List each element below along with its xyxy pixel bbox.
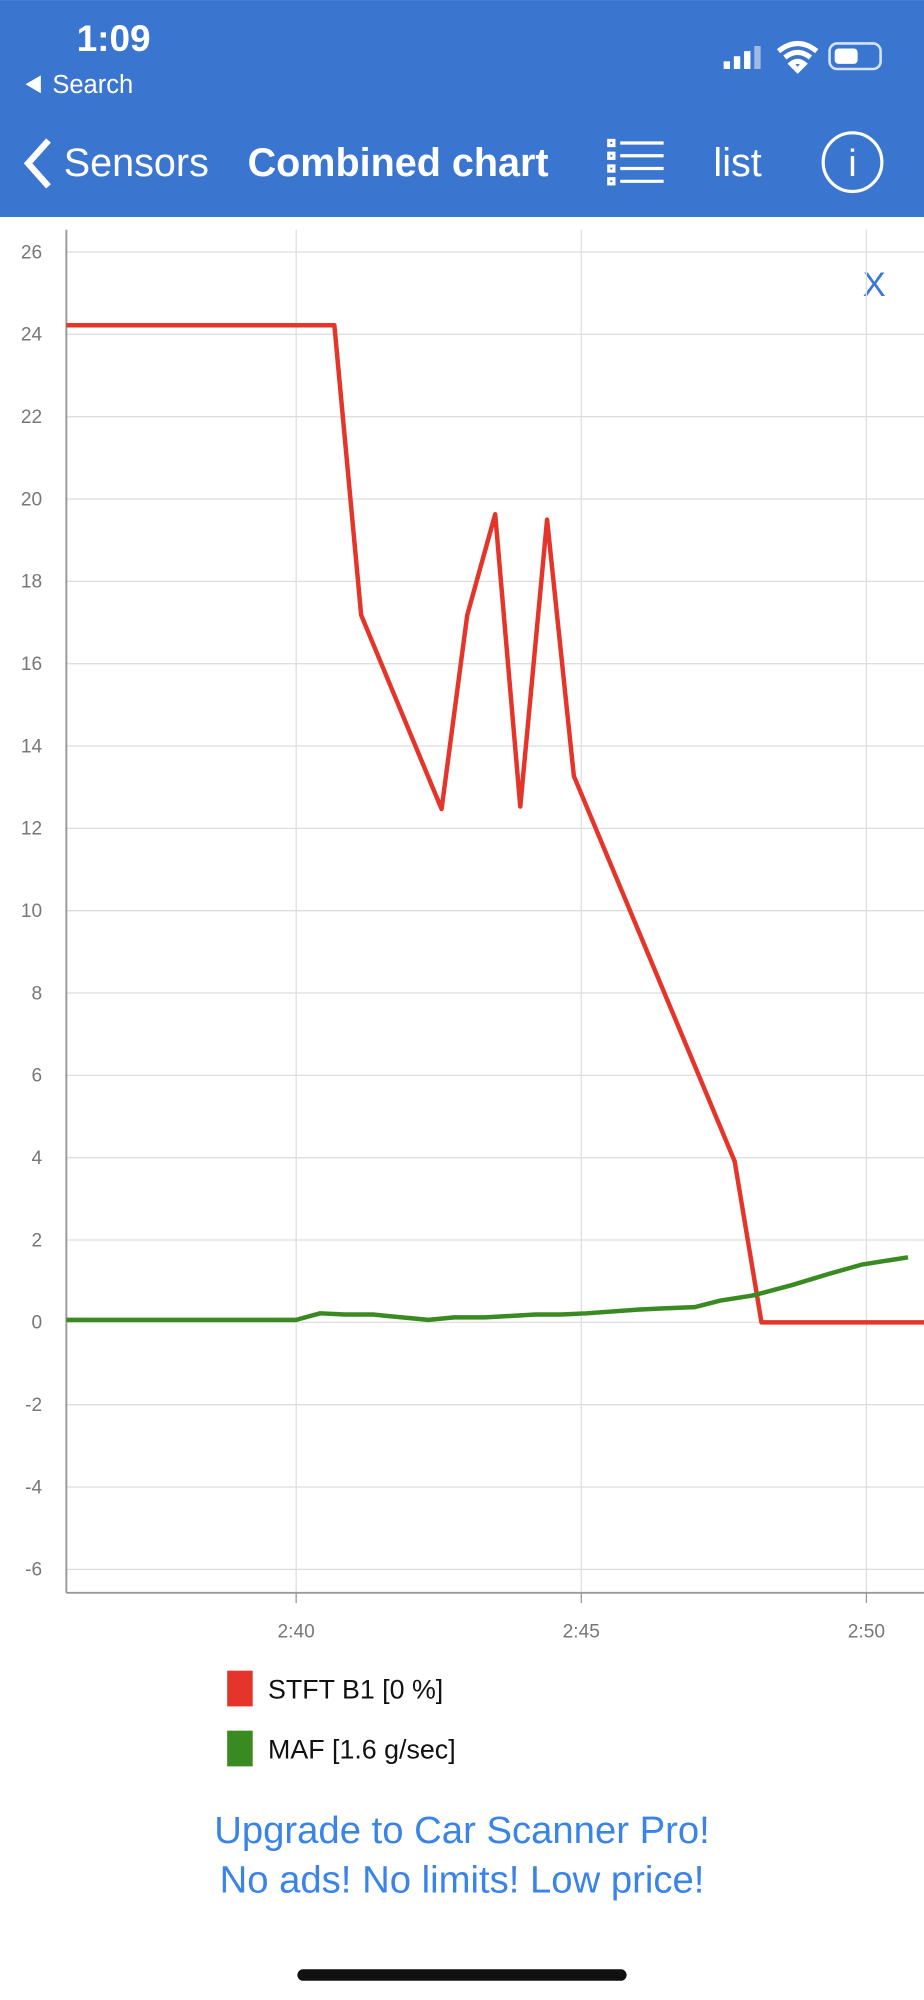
- info-icon: i: [848, 142, 857, 185]
- y-tick-label: 14: [21, 736, 43, 757]
- y-tick-label: 8: [31, 983, 42, 1004]
- legend-label: STFT B1 [0 %]: [268, 1675, 443, 1705]
- battery-level: [834, 48, 858, 64]
- nav-title: Combined chart: [248, 141, 549, 185]
- y-tick-label: 24: [21, 325, 43, 346]
- back-chevron[interactable]: [23, 138, 51, 189]
- wifi-icon: [776, 40, 819, 74]
- promo-line[interactable]: No ads! No limits! Low price!: [220, 1859, 705, 1902]
- y-tick-label: 20: [21, 489, 42, 510]
- y-tick-label: 0: [31, 1313, 42, 1334]
- info-button[interactable]: [821, 131, 884, 194]
- header-bar: [0, 0, 924, 218]
- close-button[interactable]: X: [863, 266, 886, 304]
- y-tick-label: -6: [25, 1560, 42, 1581]
- y-tick-label: 22: [21, 407, 42, 428]
- x-tick-label: 2:40: [278, 1621, 315, 1642]
- series-line: [66, 323, 924, 1325]
- y-tick-label: 2: [31, 1230, 42, 1251]
- y-tick-label: -2: [25, 1395, 42, 1416]
- back-app[interactable]: Search: [52, 71, 133, 99]
- y-tick-label: 16: [21, 654, 42, 675]
- legend-swatch: [227, 1730, 253, 1767]
- y-tick-label: 4: [31, 1148, 42, 1169]
- y-tick-label: 6: [31, 1066, 42, 1087]
- battery-icon: [828, 42, 882, 71]
- list-icon[interactable]: [607, 138, 664, 186]
- x-tick-label: 2:45: [563, 1621, 600, 1642]
- home-indicator: [297, 1969, 627, 1981]
- signal-icon: [723, 46, 761, 69]
- y-tick-label: 18: [21, 572, 42, 593]
- promo-line[interactable]: Upgrade to Car Scanner Pro!: [214, 1809, 710, 1852]
- list-button[interactable]: list: [713, 141, 761, 185]
- y-tick-label: 10: [21, 901, 42, 922]
- back-app-arrow: [25, 75, 41, 94]
- series-line: [66, 1255, 909, 1323]
- y-tick-label: 26: [21, 242, 42, 263]
- x-tick-label: 2:50: [848, 1621, 885, 1642]
- y-tick-label: -4: [25, 1477, 42, 1498]
- back-button[interactable]: Sensors: [64, 141, 209, 185]
- legend-swatch: [227, 1670, 253, 1707]
- status-time: 1:09: [77, 17, 151, 59]
- y-tick-label: 12: [21, 819, 42, 840]
- legend-label: MAF [1.6 g/sec]: [268, 1735, 456, 1765]
